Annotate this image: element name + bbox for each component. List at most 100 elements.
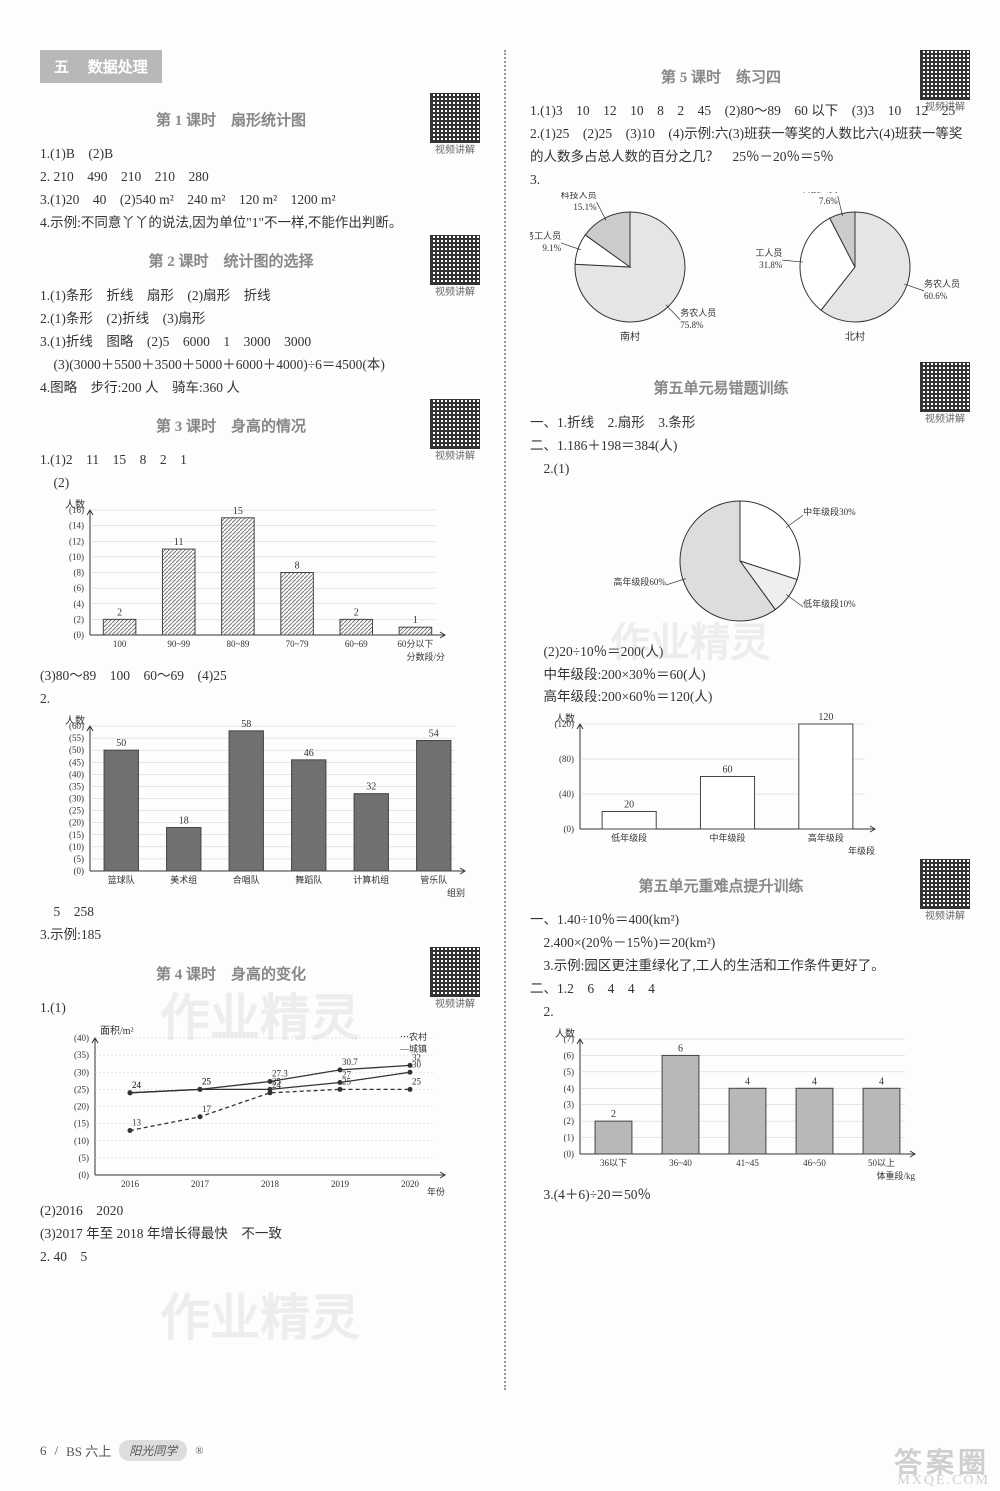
brand-badge: 阳光同学 — [119, 1440, 187, 1461]
svg-text:36~40: 36~40 — [669, 1158, 692, 1168]
svg-text:年份: 年份 — [427, 1186, 445, 1197]
svg-text:2016: 2016 — [121, 1179, 140, 1189]
lesson1-title: 第 1 课时 扇形统计图 — [40, 109, 422, 130]
ans-line: 3.示例:园区更注重绿化了,工人的生活和工作条件更好了。 — [530, 955, 970, 978]
svg-text:(20): (20) — [74, 1102, 89, 1112]
svg-text:2: 2 — [354, 608, 359, 619]
svg-text:(2): (2) — [564, 1116, 575, 1126]
svg-text:25: 25 — [412, 1076, 422, 1086]
svg-text:9.1%: 9.1% — [542, 243, 561, 253]
svg-text:进城务工人员: 进城务工人员 — [530, 230, 561, 241]
ans-line: 中年级段:200×30％＝60(人) — [530, 664, 970, 687]
ans-line: (3)80～89 100 60～69 (4)25 — [40, 665, 480, 688]
svg-text:50以上: 50以上 — [868, 1158, 895, 1168]
svg-text:25: 25 — [272, 1076, 282, 1086]
lesson3-chart1: 人数分数段/分(0)(2)(4)(6)(8)(10)(12)(14)(16)21… — [40, 495, 460, 665]
corner-watermark-url: MXQE.COM — [897, 1473, 990, 1489]
svg-text:美术组: 美术组 — [170, 874, 197, 885]
ans-line: 2.400×(20％－15％)＝20(km²) — [530, 932, 970, 955]
ans-line: 3.(1)20 40 (2)540 m² 240 m² 120 m² 1200 … — [40, 189, 480, 212]
svg-text:18: 18 — [179, 816, 189, 827]
svg-text:(30): (30) — [74, 1067, 89, 1077]
svg-text:27: 27 — [342, 1070, 352, 1080]
svg-text:科技人员: 科技人员 — [802, 192, 838, 194]
svg-text:100: 100 — [113, 639, 127, 649]
ans-line: 2. 210 490 210 210 280 — [40, 166, 480, 189]
svg-text:科技人员: 科技人员 — [561, 192, 597, 200]
lesson1-answers: 1.(1)B (2)B 2. 210 490 210 210 280 3.(1)… — [40, 143, 480, 235]
lesson3-answers: 1.(1)2 11 15 8 2 1 (2) — [40, 449, 480, 495]
svg-text:46: 46 — [304, 748, 314, 759]
ans-line: 3. — [530, 169, 970, 192]
svg-text:8: 8 — [295, 561, 300, 572]
ans-line: 二、1.2 6 4 4 4 — [530, 978, 970, 1001]
svg-text:80~89: 80~89 — [226, 639, 249, 649]
svg-text:54: 54 — [429, 729, 439, 740]
svg-text:2017: 2017 — [191, 1179, 210, 1189]
svg-text:(4): (4) — [564, 1083, 575, 1093]
svg-text:17: 17 — [202, 1104, 212, 1114]
column-divider — [504, 50, 506, 1390]
svg-text:(1): (1) — [564, 1133, 575, 1143]
svg-text:⋯农村: ⋯农村 — [400, 1031, 427, 1042]
svg-text:15: 15 — [233, 506, 243, 517]
svg-text:(120): (120) — [555, 719, 575, 729]
svg-text:2019: 2019 — [331, 1179, 350, 1189]
svg-text:7.6%: 7.6% — [819, 196, 838, 206]
svg-text:4: 4 — [745, 1076, 750, 1087]
svg-text:—城镇: —城镇 — [399, 1043, 427, 1054]
svg-text:50: 50 — [116, 738, 126, 749]
svg-text:(60): (60) — [69, 721, 84, 731]
ans-line: 2.(1)条形 (2)折线 (3)扇形 — [40, 308, 480, 331]
svg-text:41~45: 41~45 — [736, 1158, 759, 1168]
svg-text:(15): (15) — [69, 830, 84, 840]
lesson2-answers: 1.(1)条形 折线 扇形 (2)扇形 折线 2.(1)条形 (2)折线 (3)… — [40, 285, 480, 400]
svg-text:(5): (5) — [74, 854, 85, 864]
ans-line: 4.图略 步行:200 人 骑车:360 人 — [40, 377, 480, 400]
svg-text:管乐队: 管乐队 — [420, 874, 447, 885]
svg-text:(14): (14) — [69, 521, 84, 531]
svg-text:(30): (30) — [69, 794, 84, 804]
svg-text:(6): (6) — [564, 1050, 575, 1060]
svg-text:46~50: 46~50 — [803, 1158, 826, 1168]
ans-line: 1.(1)B (2)B — [40, 143, 480, 166]
unit-hard-title: 第五单元重难点提升训练 — [530, 875, 912, 896]
svg-text:60分以下: 60分以下 — [397, 639, 433, 649]
ans-line: 3.(1)折线 图略 (2)5 6000 1 3000 3000 — [40, 331, 480, 354]
svg-text:北村: 北村 — [845, 330, 865, 343]
lesson2-title: 第 2 课时 统计图的选择 — [40, 250, 422, 271]
svg-text:11: 11 — [174, 537, 184, 548]
svg-text:组别: 组别 — [447, 887, 465, 898]
ans-line: 2. 40 5 — [40, 1246, 480, 1269]
svg-text:75.8%: 75.8% — [680, 320, 704, 330]
lesson5-answers: 1.(1)3 10 12 10 8 2 45 (2)80～89 60 以下 (3… — [530, 100, 970, 192]
lesson3-title: 第 3 课时 身高的情况 — [40, 415, 422, 436]
svg-text:(35): (35) — [74, 1050, 89, 1060]
svg-text:24: 24 — [132, 1080, 142, 1090]
svg-text:(35): (35) — [69, 782, 84, 792]
svg-text:6: 6 — [678, 1043, 683, 1054]
svg-text:高年级段60%: 高年级段60% — [613, 576, 666, 587]
ans-line: 1.(1)条形 折线 扇形 (2)扇形 折线 — [40, 285, 480, 308]
svg-text:务农人员: 务农人员 — [680, 307, 716, 318]
svg-text:低年级段: 低年级段 — [611, 832, 647, 843]
svg-text:(40): (40) — [69, 770, 84, 780]
svg-text:70~79: 70~79 — [286, 639, 309, 649]
svg-text:南村: 南村 — [620, 330, 640, 343]
svg-text:2: 2 — [117, 608, 122, 619]
svg-text:中年级段30%: 中年级段30% — [803, 506, 856, 517]
pie-grades: 中年级段30%低年级段10%高年级段60% — [590, 481, 910, 641]
svg-text:2020: 2020 — [401, 1179, 420, 1189]
svg-text:20: 20 — [624, 800, 634, 811]
svg-text:(10): (10) — [69, 552, 84, 562]
svg-text:(7): (7) — [564, 1034, 575, 1044]
lesson3-chart2: 人数组别(0)(5)(10)(15)(20)(25)(30)(35)(40)(4… — [40, 711, 480, 901]
svg-text:60.6%: 60.6% — [924, 291, 948, 301]
svg-text:36以下: 36以下 — [600, 1158, 627, 1168]
ans-line: (2)20÷10％＝200(人) — [530, 641, 970, 664]
pie-beicun: 务农人员60.6%进城务工人员31.8%科技人员7.6%北村 — [755, 192, 970, 362]
ans-line: 5 258 — [40, 901, 480, 924]
svg-text:合唱队: 合唱队 — [233, 874, 260, 885]
ans-line: 高年级段:200×60％＝120(人) — [530, 686, 970, 709]
ans-line: 2. — [40, 688, 480, 711]
